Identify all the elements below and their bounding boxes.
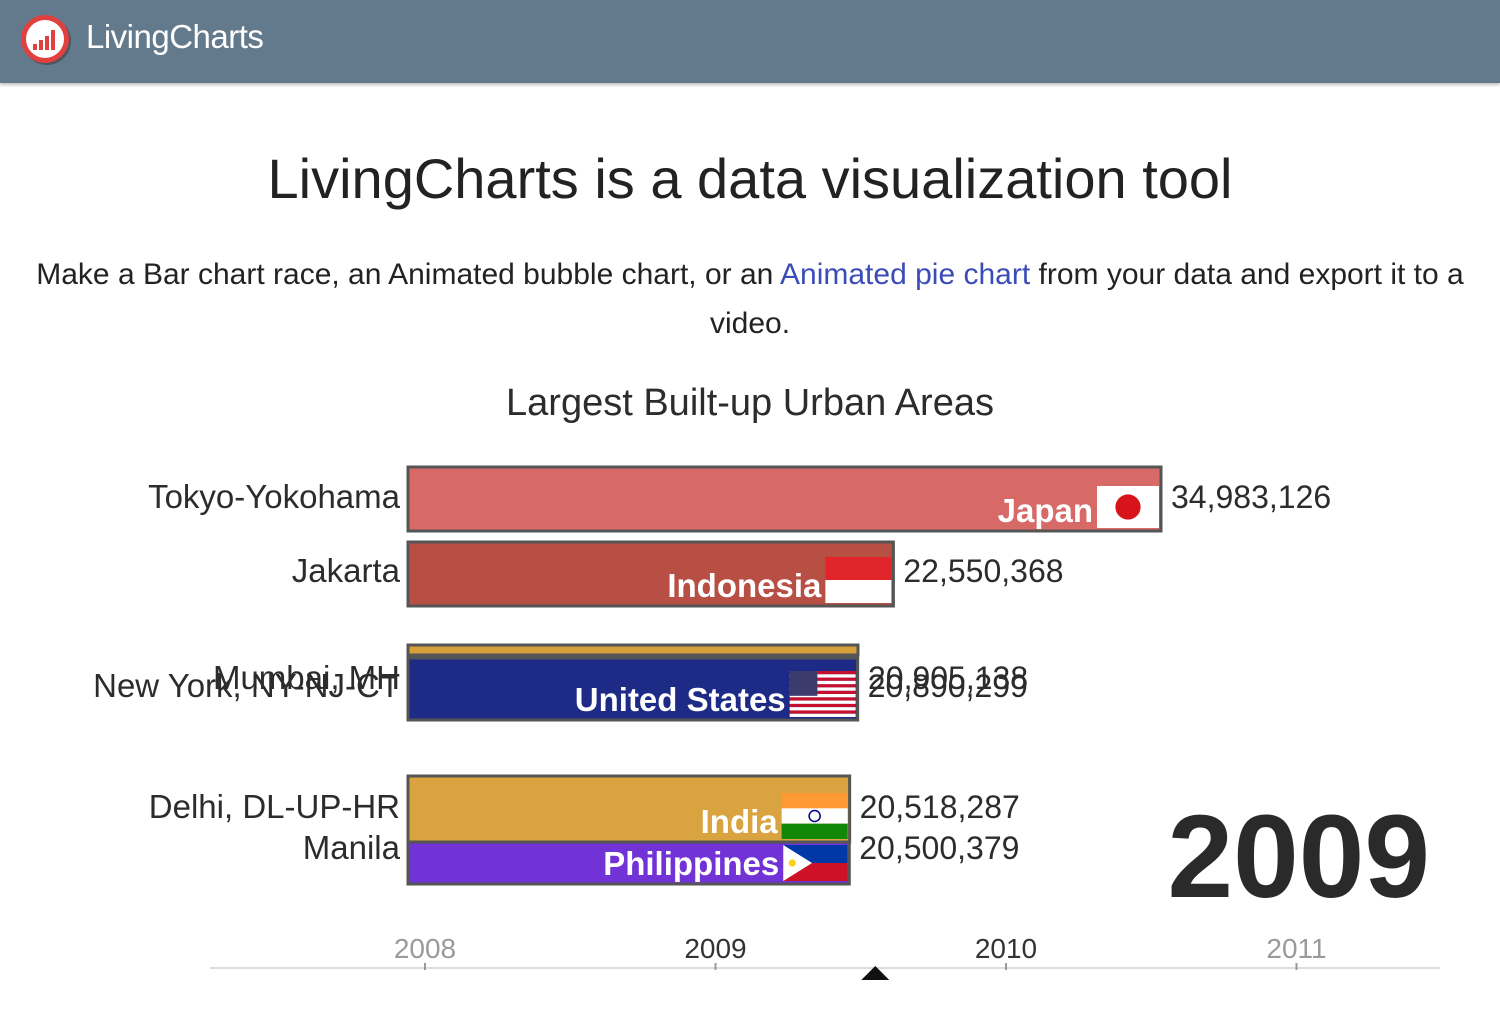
timeline-tick-label[interactable]: 2008 — [394, 933, 456, 964]
bar-label: Delhi, DL-UP-HR — [149, 788, 400, 825]
bar-label: Manila — [303, 829, 401, 866]
bar-group: Tokyo-Yokohama 34,983,126 Japan — [148, 465, 1331, 533]
bar-group: Jakarta 22,550,368 Indonesia — [292, 540, 1064, 608]
bar-value: 20,905,138 — [868, 660, 1028, 696]
description-text-after: from your data and export it to a video. — [709, 258, 1464, 340]
bar-value: 20,500,379 — [859, 830, 1019, 866]
in-flag-icon — [781, 793, 848, 839]
description-text-before: Make a Bar chart race, an Animated bubbl… — [36, 258, 781, 291]
bar-chart-race: Largest Built-up Urban Areas Tokyo-Yokoh… — [93, 382, 1440, 980]
bar-group: Delhi, DL-UP-HR 20,518,287 India — [149, 774, 1020, 844]
bar-group: New York, NY-NJ-CT 20,890,299 United State… — [93, 656, 1028, 722]
animated-pie-chart-link[interactable]: Animated pie chart — [780, 258, 1031, 291]
bar-label: Jakarta — [292, 552, 401, 589]
bar-value: 20,518,287 — [860, 789, 1020, 825]
bar — [406, 840, 851, 886]
living-charts-logo-icon[interactable] — [20, 13, 72, 65]
bar-value: 22,550,368 — [903, 553, 1063, 589]
bar-country-label: Philippines — [603, 845, 779, 882]
brand-name[interactable]: LivingCharts — [86, 18, 264, 55]
bar — [406, 465, 1163, 533]
bar — [406, 656, 860, 722]
chart-title: Largest Built-up Urban Areas — [506, 382, 994, 424]
bars-layer: Tokyo-Yokohama 34,983,126 Japan Jakarta 22,5… — [93, 465, 1331, 886]
timeline-tick-label[interactable]: 2010 — [975, 933, 1037, 964]
bar-country-label: Indonesia — [667, 567, 822, 604]
timeline[interactable]: 2008 2009 2010 2011 — [210, 933, 1440, 980]
bar — [406, 643, 860, 657]
bar-value: 34,983,126 — [1171, 479, 1331, 515]
bar-label: New York, NY-NJ-CT — [93, 667, 400, 704]
page-headline: LivingCharts is a data visualization too… — [267, 147, 1233, 210]
bar-value: 20,890,299 — [868, 668, 1028, 704]
bar-group: Manila 20,500,379 Philippines — [303, 829, 1019, 886]
bar-label: Tokyo-Yokohama — [148, 478, 401, 515]
bar — [406, 774, 852, 844]
jp-flag-icon — [1097, 486, 1159, 528]
bar-label: Mumbai, MH — [213, 659, 400, 696]
bar-country-label: United States — [575, 681, 786, 718]
ph-flag-icon — [783, 845, 848, 881]
bar-group: Mumbai, MH 20,905,138 — [213, 643, 1028, 696]
current-year-label: 2009 — [1167, 791, 1430, 923]
us-flag-icon — [789, 671, 856, 717]
id-flag-icon — [825, 557, 892, 603]
top-navbar: LivingCharts — [0, 0, 1500, 83]
timeline-position-marker[interactable] — [861, 966, 890, 980]
timeline-tick-label[interactable]: 2009 — [684, 933, 746, 964]
bar — [406, 540, 895, 608]
bar-country-label: Japan — [998, 492, 1093, 529]
timeline-tick-label[interactable]: 2011 — [1266, 933, 1326, 964]
bar-country-label: India — [701, 803, 779, 840]
page-description: Make a Bar chart race, an Animated bubbl… — [10, 250, 1490, 348]
